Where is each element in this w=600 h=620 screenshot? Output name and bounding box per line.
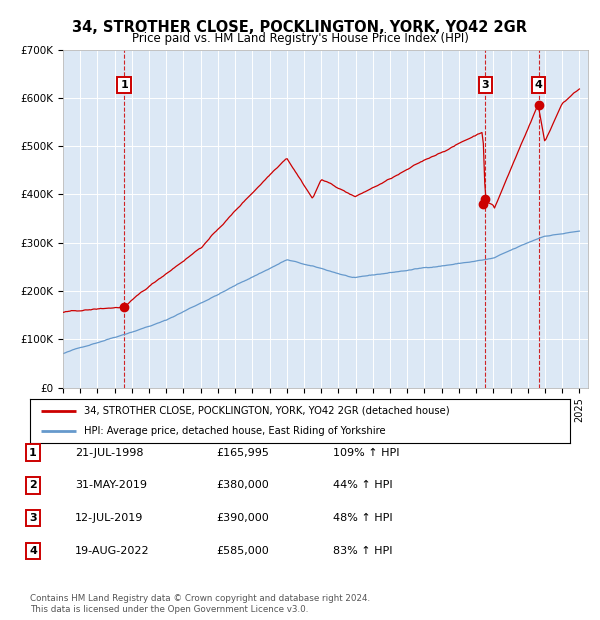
Text: £585,000: £585,000 xyxy=(216,546,269,556)
Text: £390,000: £390,000 xyxy=(216,513,269,523)
Text: £380,000: £380,000 xyxy=(216,480,269,490)
Text: 83% ↑ HPI: 83% ↑ HPI xyxy=(333,546,392,556)
Text: Price paid vs. HM Land Registry's House Price Index (HPI): Price paid vs. HM Land Registry's House … xyxy=(131,32,469,45)
Text: 1: 1 xyxy=(120,80,128,90)
Text: 44% ↑ HPI: 44% ↑ HPI xyxy=(333,480,392,490)
Text: 34, STROTHER CLOSE, POCKLINGTON, YORK, YO42 2GR (detached house): 34, STROTHER CLOSE, POCKLINGTON, YORK, Y… xyxy=(84,405,449,416)
Text: Contains HM Land Registry data © Crown copyright and database right 2024.
This d: Contains HM Land Registry data © Crown c… xyxy=(30,595,370,614)
Text: £165,995: £165,995 xyxy=(216,448,269,458)
Text: 4: 4 xyxy=(535,80,542,90)
Text: 12-JUL-2019: 12-JUL-2019 xyxy=(75,513,143,523)
Text: 21-JUL-1998: 21-JUL-1998 xyxy=(75,448,143,458)
Text: 3: 3 xyxy=(481,80,489,90)
Text: 2: 2 xyxy=(29,480,37,490)
Text: 1: 1 xyxy=(29,448,37,458)
Text: HPI: Average price, detached house, East Riding of Yorkshire: HPI: Average price, detached house, East… xyxy=(84,426,386,436)
Text: 19-AUG-2022: 19-AUG-2022 xyxy=(75,546,149,556)
Text: 109% ↑ HPI: 109% ↑ HPI xyxy=(333,448,400,458)
Text: 3: 3 xyxy=(29,513,37,523)
Text: 31-MAY-2019: 31-MAY-2019 xyxy=(75,480,147,490)
Text: 48% ↑ HPI: 48% ↑ HPI xyxy=(333,513,392,523)
Text: 4: 4 xyxy=(29,546,37,556)
Text: 34, STROTHER CLOSE, POCKLINGTON, YORK, YO42 2GR: 34, STROTHER CLOSE, POCKLINGTON, YORK, Y… xyxy=(73,20,527,35)
